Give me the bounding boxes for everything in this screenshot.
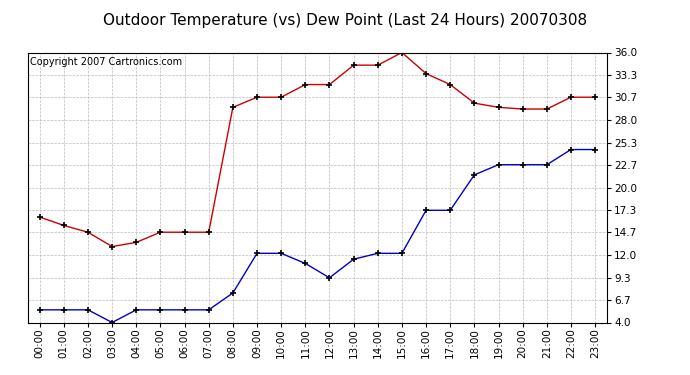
Text: Outdoor Temperature (vs) Dew Point (Last 24 Hours) 20070308: Outdoor Temperature (vs) Dew Point (Last… [103,13,587,28]
Text: Copyright 2007 Cartronics.com: Copyright 2007 Cartronics.com [30,57,183,66]
